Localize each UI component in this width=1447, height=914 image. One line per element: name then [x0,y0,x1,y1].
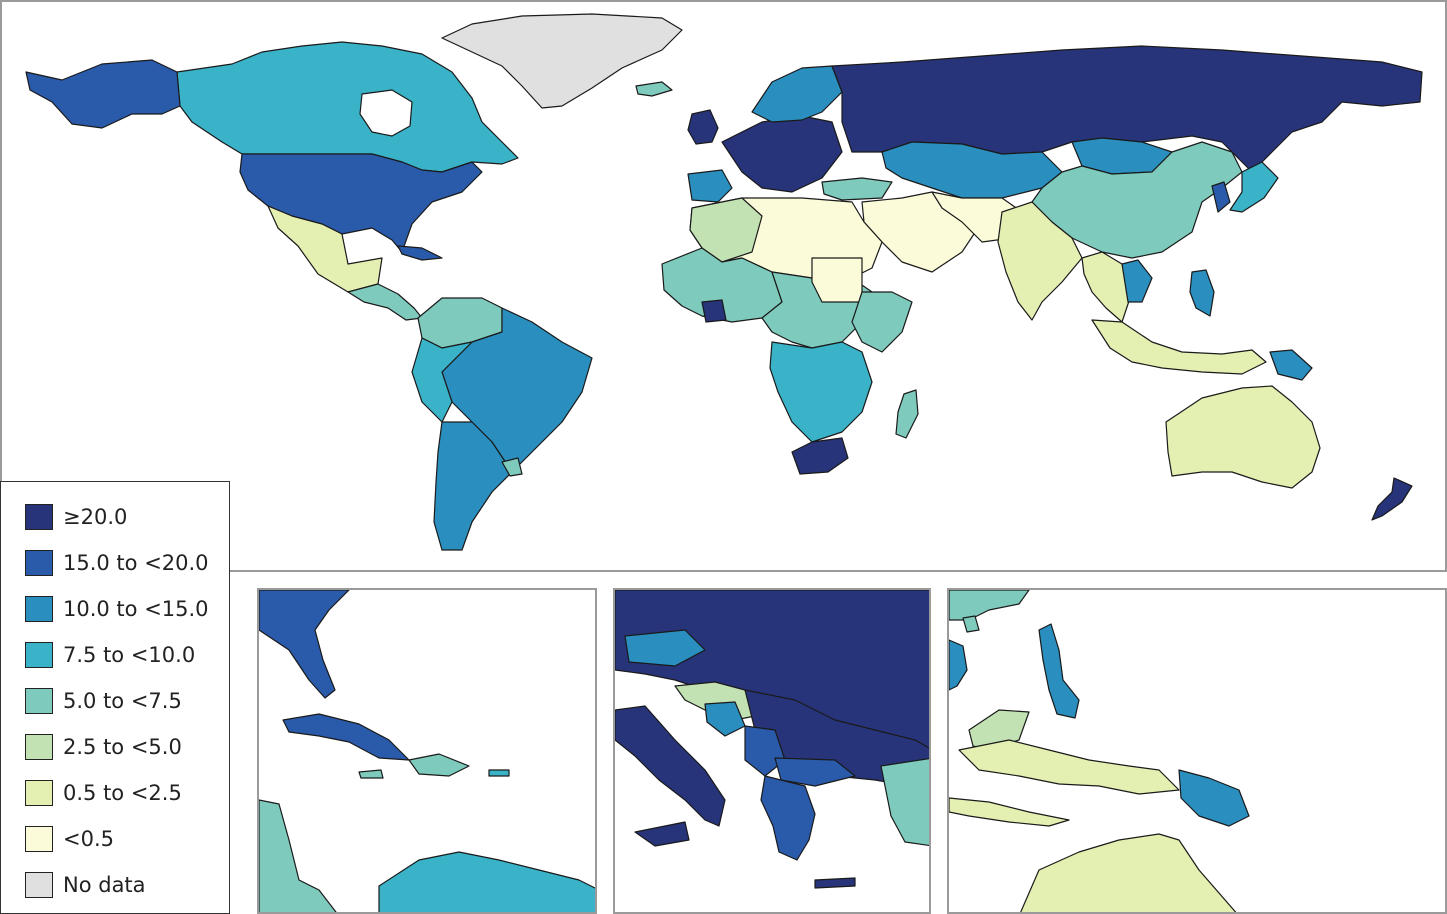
region-central-america [347,283,423,321]
region-vietnam-inset [949,639,968,691]
region-southeast-asia [1081,251,1133,323]
world-map [0,0,1447,572]
region-east-africa [851,291,913,353]
legend-label-1: ≥20.0 [63,505,128,529]
region-crete [814,877,856,889]
legend-swatch-2 [25,550,53,576]
region-uk [687,109,719,145]
region-malaysia-inset [968,709,1030,751]
legend-swatch-3 [25,596,53,622]
region-west-sahara [689,197,763,263]
inset-europe-svg [615,590,929,889]
region-madagascar [895,389,919,439]
region-iceland [635,81,673,97]
legend-swatch-5 [25,688,53,714]
region-australia [1165,385,1321,489]
region-argentina [433,421,513,551]
legend-item-5: 5.0 to <7.5 [25,686,182,716]
legend-swatch-1 [25,504,53,530]
region-florida [259,590,350,699]
legend-swatch-9 [25,872,53,898]
region-japan [1229,161,1279,213]
legend-item-4: 7.5 to <10.0 [25,640,195,670]
legend-item-8: <0.5 [25,824,114,854]
legend-item-2: 15.0 to <20.0 [25,548,209,578]
region-new-zealand [1371,477,1413,521]
region-venezuela-inset [378,851,595,912]
legend-label-3: 10.0 to <15.0 [63,597,209,621]
region-mexico [267,205,383,293]
region-hispaniola [408,753,470,777]
region-china-inset [949,590,1030,621]
legend-item-7: 0.5 to <2.5 [25,778,182,808]
legend-swatch-6 [25,734,53,760]
region-hudson-bay [359,89,413,137]
region-greenland [441,13,683,109]
region-jamaica [358,769,384,779]
region-puerto-rico [488,769,510,777]
region-iberia [687,169,733,203]
region-serbia [744,725,786,777]
region-western-europe [721,115,843,193]
legend-label-6: 2.5 to <5.0 [63,735,182,759]
region-papua-new-guinea-inset [1178,769,1250,827]
region-austria [624,629,706,667]
legend-item-6: 2.5 to <5.0 [25,732,182,762]
region-uruguay [501,457,523,477]
region-peru [411,337,473,423]
legend-label-5: 5.0 to <7.5 [63,689,182,713]
region-italy [615,705,726,827]
region-philippines [1189,269,1215,317]
legend-label-9: No data [63,873,146,897]
region-sudan [811,257,863,303]
inset-europe-map [613,588,931,914]
region-hainan [962,615,980,633]
legend-label-2: 15.0 to <20.0 [63,551,209,575]
world-map-svg [25,13,1423,551]
region-brazil [441,307,593,473]
region-bosnia [704,701,746,737]
region-papua-new-guinea [1269,349,1313,381]
legend-item-3: 10.0 to <15.0 [25,594,209,624]
legend-swatch-4 [25,642,53,668]
legend-label-8: <0.5 [63,827,114,851]
region-cote-divoire [701,299,727,323]
legend-item-9: No data [25,870,146,900]
region-scandinavia [751,65,843,123]
inset-caribbean-svg [259,590,595,912]
region-india [997,201,1083,321]
region-sicily [634,821,690,847]
legend-swatch-8 [25,826,53,852]
region-philippines-inset [1038,623,1080,719]
legend-label-7: 0.5 to <2.5 [63,781,182,805]
region-southern-africa [769,341,873,443]
legend-label-4: 7.5 to <10.0 [63,643,196,667]
inset-asia-svg [949,590,1250,912]
region-sumatra-inset [949,797,1070,827]
legend: ≥20.0 15.0 to <20.0 10.0 to <15.0 7.5 to… [0,481,230,914]
region-canada [176,41,519,173]
region-vietnam [1121,259,1153,303]
region-cuba [397,245,443,261]
region-indonesia-inset [958,739,1180,795]
legend-item-1: ≥20.0 [25,502,127,532]
region-indonesia [1091,319,1267,375]
region-greece [760,775,816,861]
region-korea [1211,181,1231,213]
region-south-africa [791,437,849,475]
region-bulgaria [774,757,856,787]
region-turkey [821,177,893,201]
region-cuba [282,713,410,761]
legend-swatch-7 [25,780,53,806]
region-alaska [25,59,181,129]
region-australia-inset [1020,833,1237,912]
region-turkey-inset [880,758,929,847]
region-central-america-inset [259,799,337,912]
inset-caribbean-map [257,588,597,914]
inset-asia-map [947,588,1447,914]
